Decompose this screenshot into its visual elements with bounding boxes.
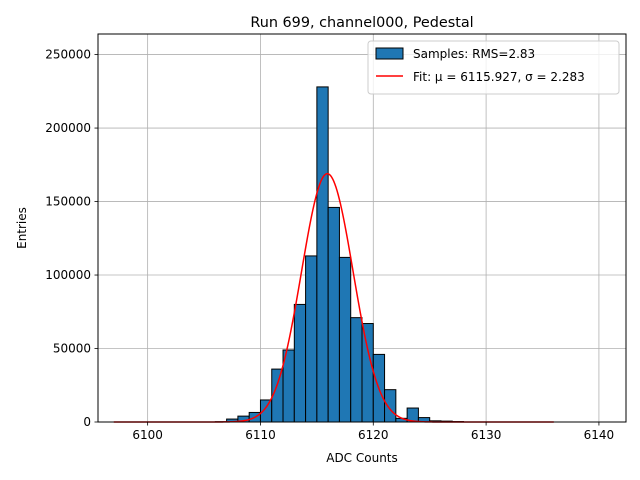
plot-frame [97, 33, 627, 423]
y-tick-label: 150000 [45, 195, 91, 209]
legend-histogram-label: Samples: RMS=2.83 [413, 47, 535, 61]
histogram-bar [316, 86, 329, 423]
legend-fit-label: Fit: μ = 6115.927, σ = 2.283 [413, 70, 585, 84]
histogram-bar [327, 206, 340, 423]
x-axis-label: ADC Counts [326, 451, 398, 465]
legend-box [367, 40, 620, 95]
y-axis-label: Entries [15, 207, 29, 249]
chart-title: Run 699, channel000, Pedestal [250, 15, 473, 31]
legend: Samples: RMS=2.83 Fit: μ = 6115.927, σ =… [367, 40, 620, 95]
y-tick-label: 100000 [45, 268, 91, 282]
x-tick-label: 6110 [245, 428, 276, 442]
x-tick-label: 6130 [471, 428, 502, 442]
y-tick-label: 0 [83, 415, 91, 429]
histogram-bar [350, 317, 363, 423]
histogram-bar [361, 323, 374, 423]
histogram-bar [384, 389, 397, 423]
x-tick-label: 6120 [358, 428, 389, 442]
x-tick-label: 6140 [584, 428, 615, 442]
histogram-bar [338, 256, 352, 423]
x-axis-ticks: 6100 6110 6120 6130 6140 [132, 422, 614, 442]
x-tick-label: 6100 [132, 428, 163, 442]
y-tick-label: 50000 [53, 342, 91, 356]
y-tick-label: 200000 [45, 121, 91, 135]
y-tick-label: 250000 [45, 48, 91, 62]
histogram-bar [305, 255, 318, 423]
y-axis-ticks: 0 50000 100000 150000 200000 250000 [45, 48, 98, 429]
histogram-bar [293, 303, 307, 423]
legend-histogram-swatch [375, 47, 404, 60]
